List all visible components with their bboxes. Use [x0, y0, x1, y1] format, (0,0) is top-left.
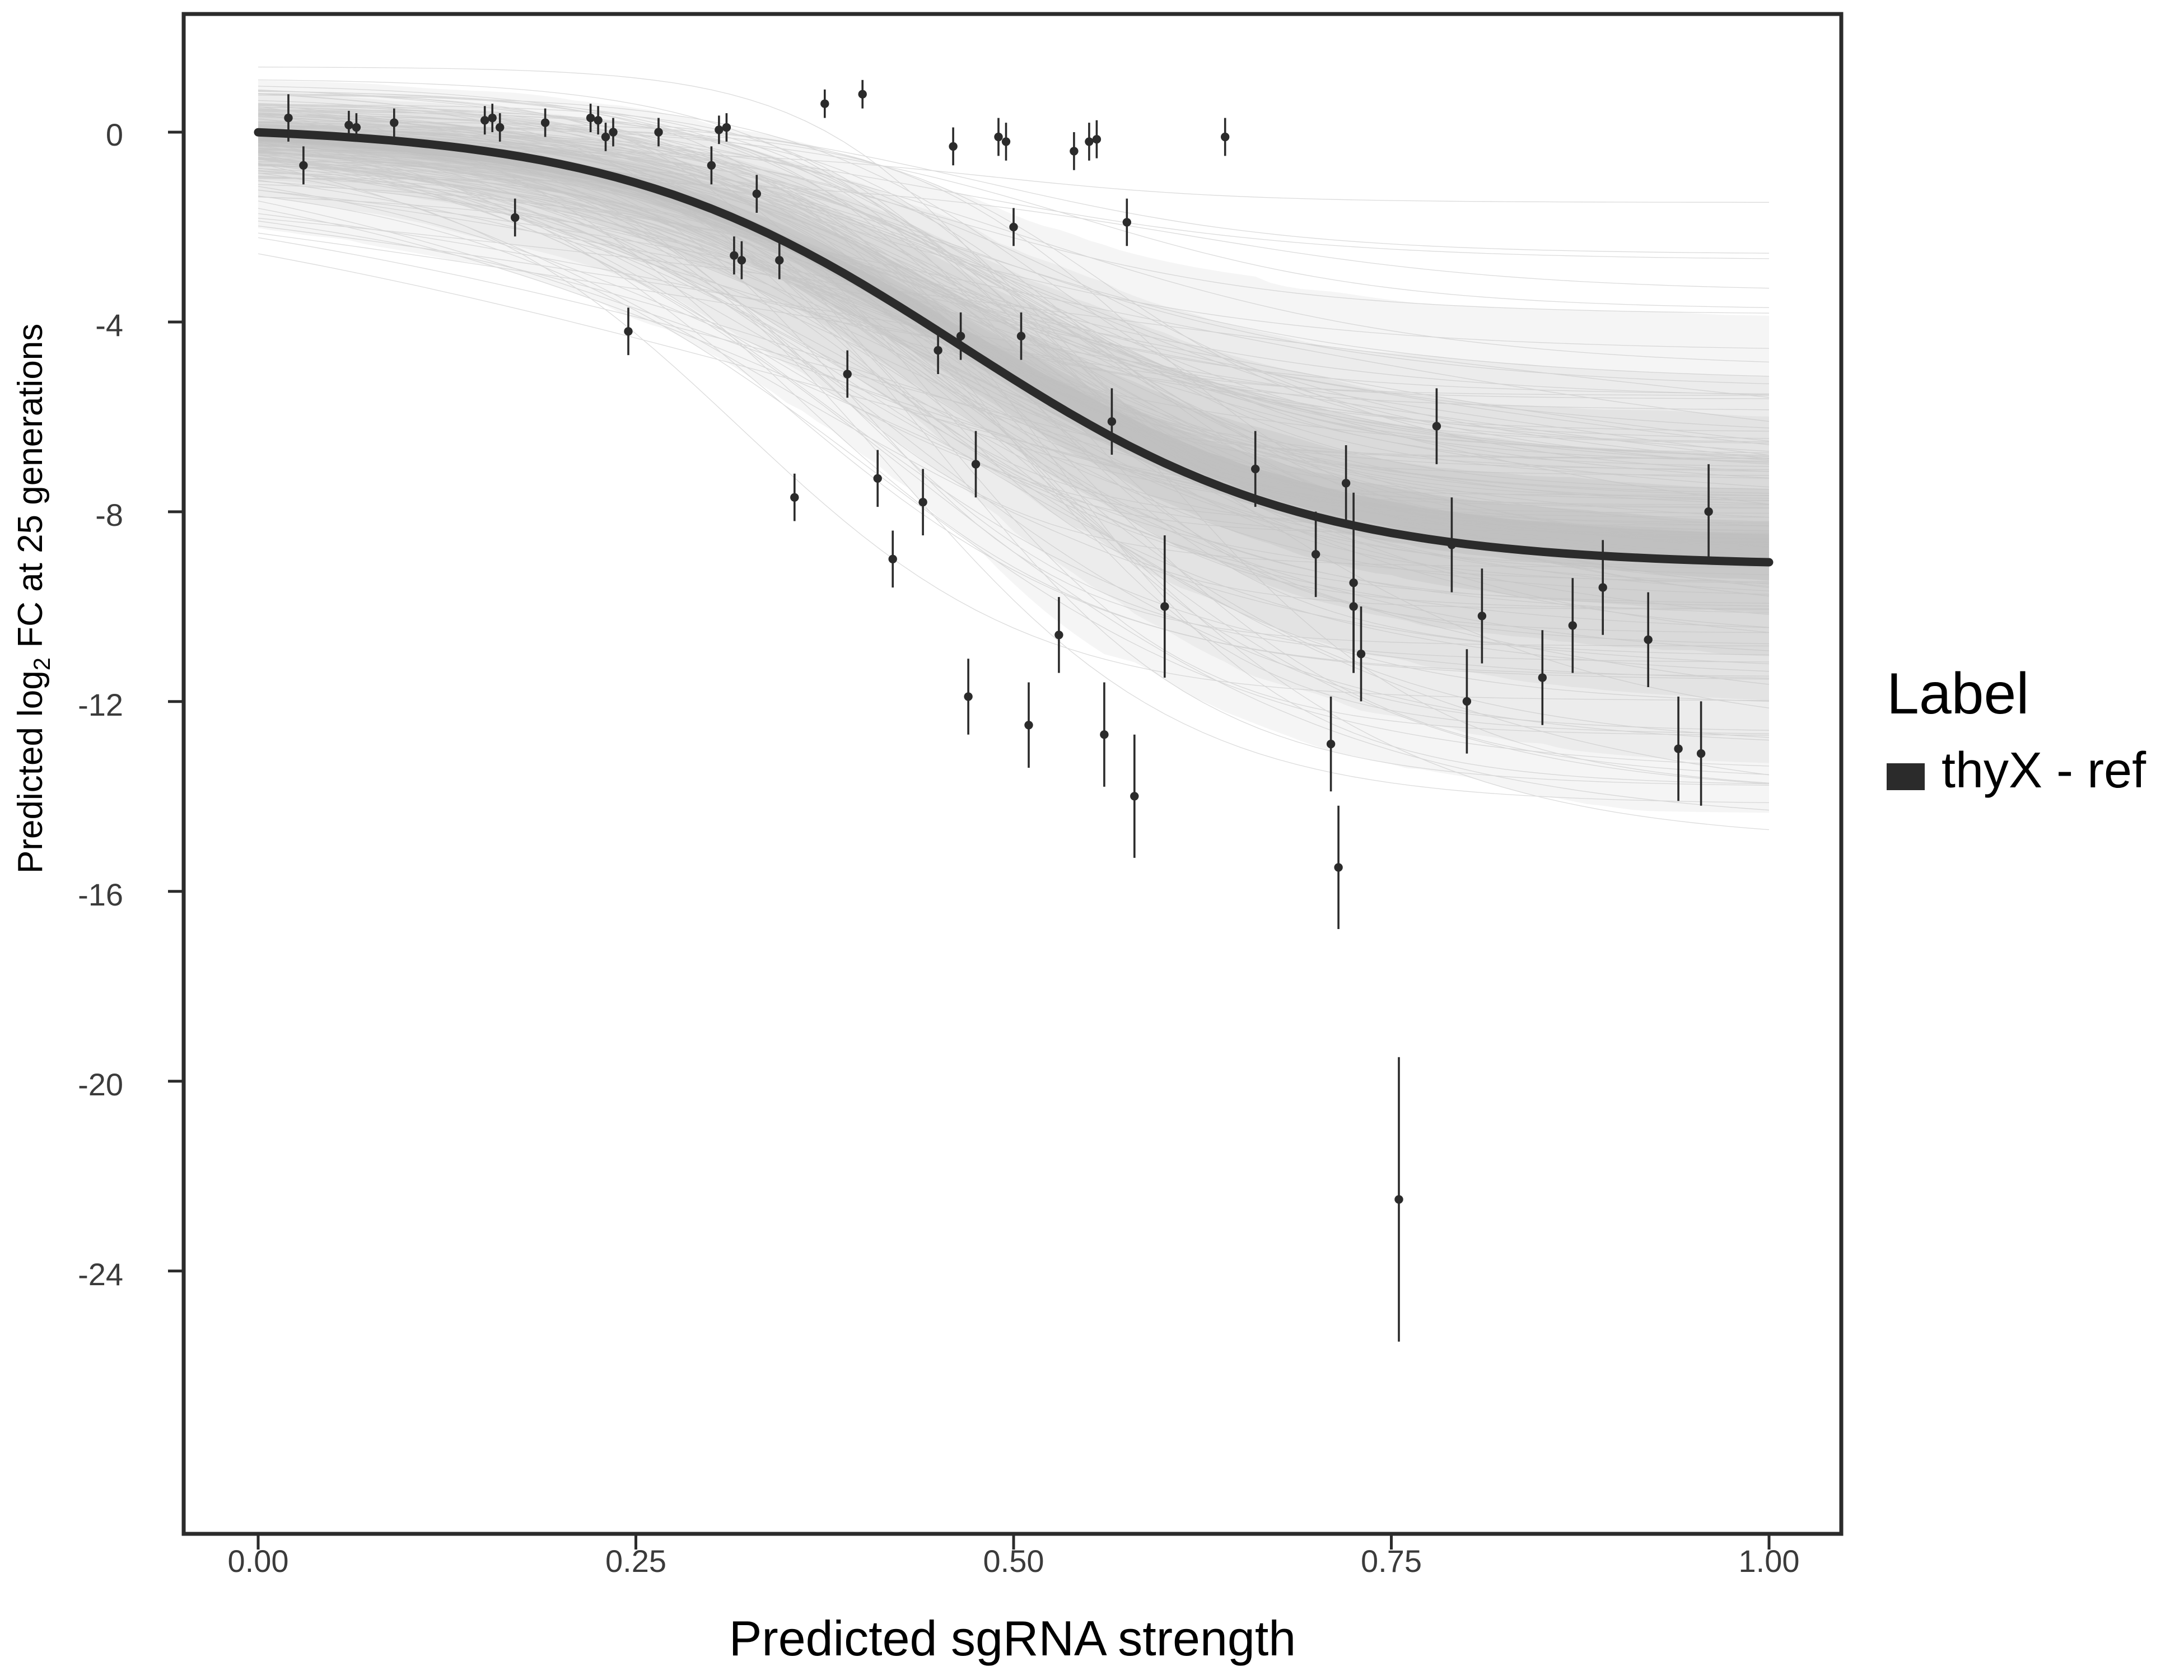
svg-text:Predictedlog2 FC at 25 generat: Predictedlog2 FC at 25 generations — [11, 324, 55, 874]
